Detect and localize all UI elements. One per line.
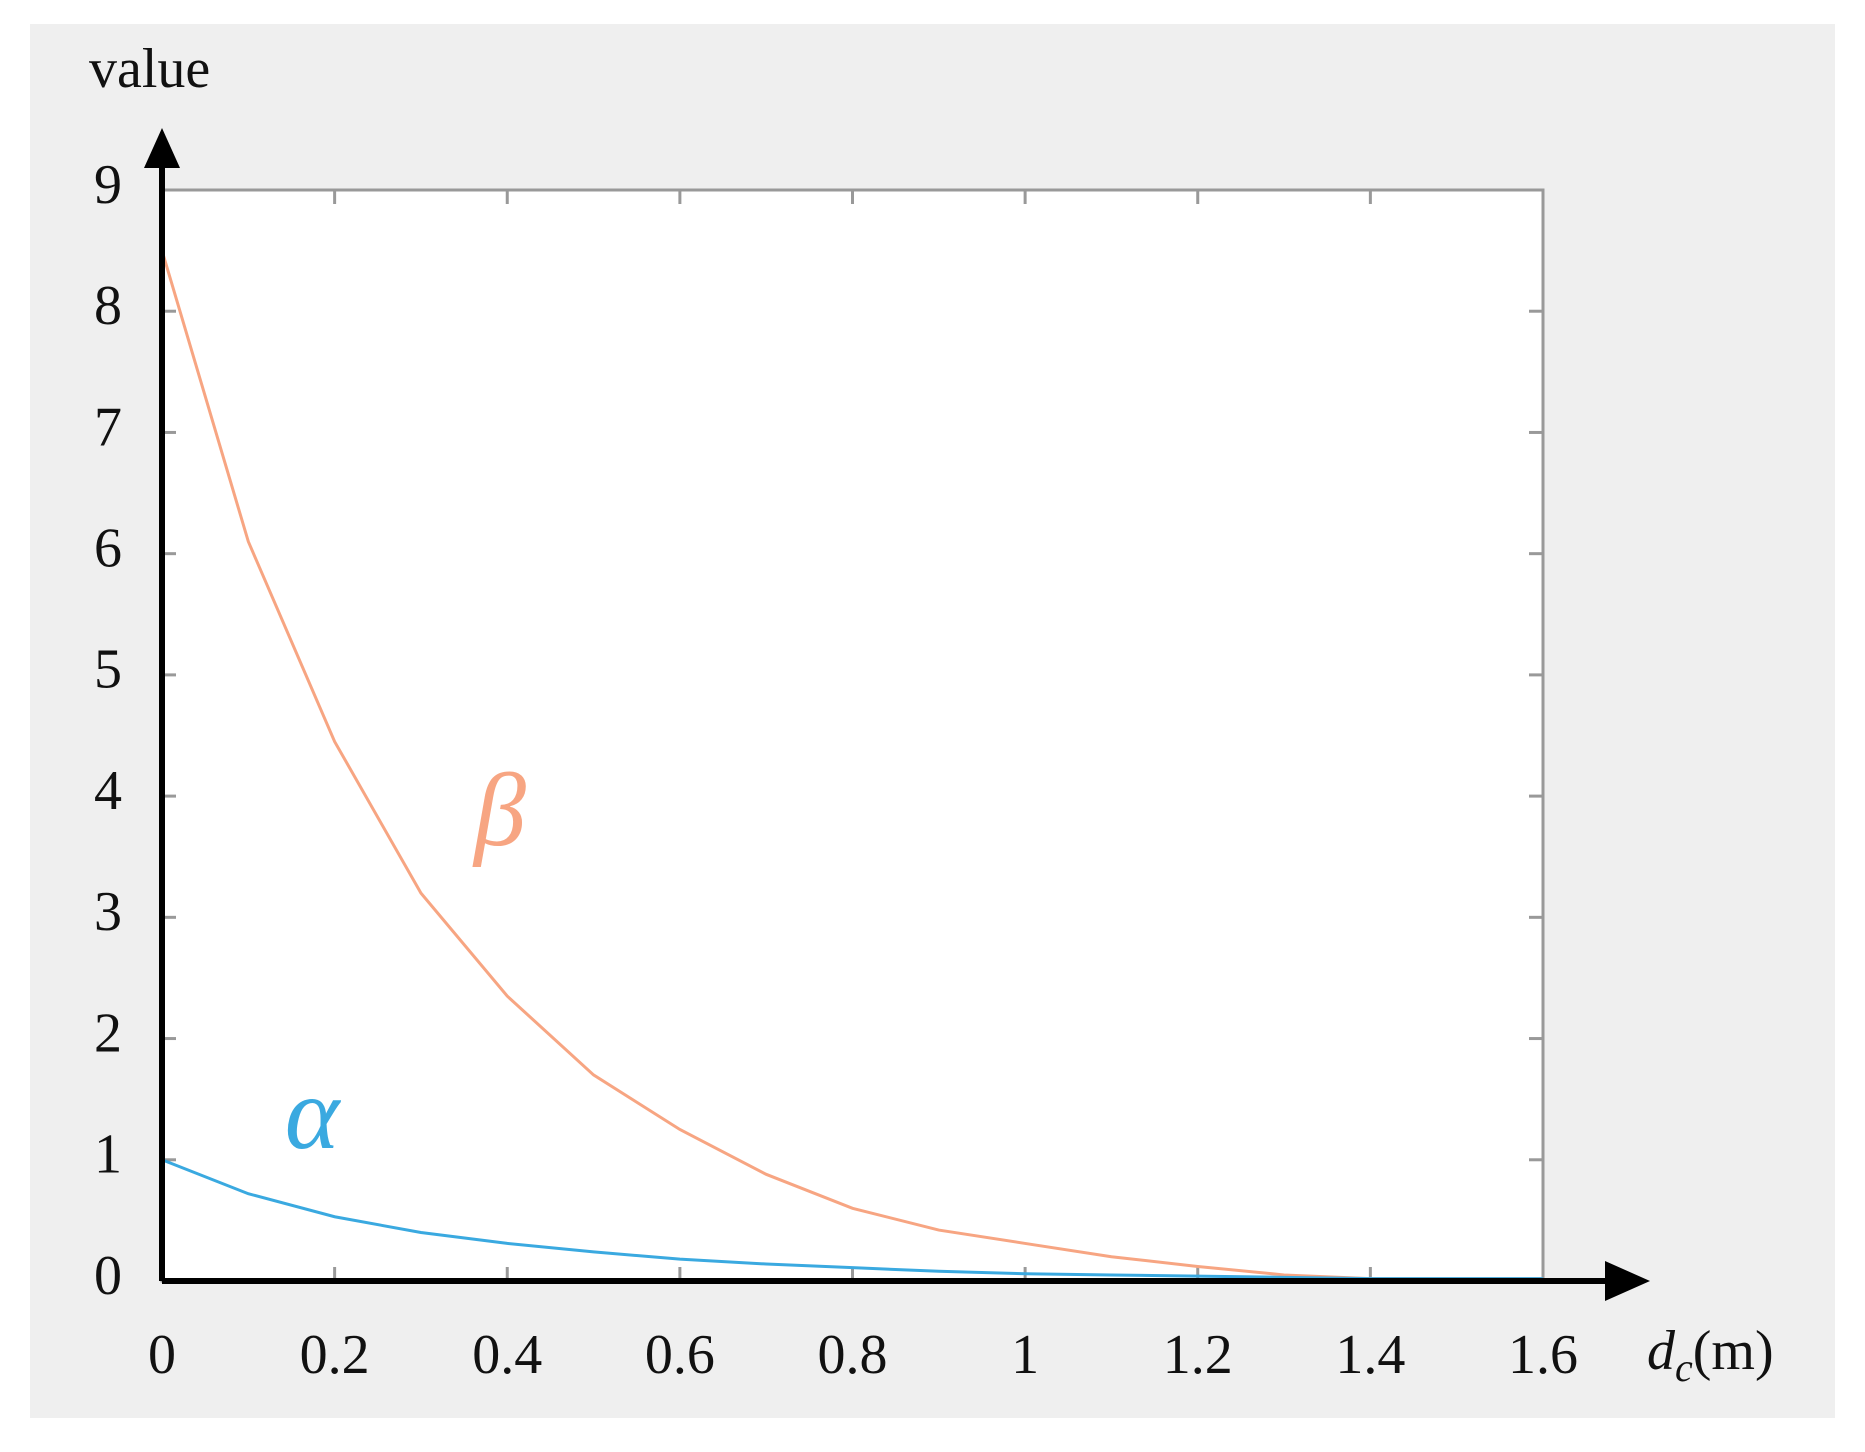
x-label-var: d <box>1647 1320 1676 1382</box>
y-tick-label: 9 <box>94 154 122 216</box>
series-line <box>160 250 1543 1281</box>
y-tick-label: 6 <box>94 518 122 580</box>
x-tick-label: 0.2 <box>300 1324 370 1386</box>
x-axis-label: dc(m) <box>1647 1320 1774 1390</box>
y-tick-label: 1 <box>94 1124 122 1186</box>
x-tick-label: 0.8 <box>818 1324 888 1386</box>
x-label-sub: c <box>1675 1345 1693 1390</box>
series-label: β <box>472 753 526 868</box>
x-tick-label: 0.4 <box>472 1324 542 1386</box>
y-axis-label: value <box>89 38 210 100</box>
series-line <box>161 1158 1543 1281</box>
y-tick-label: 8 <box>94 275 122 337</box>
y-tick-label: 2 <box>94 1002 122 1064</box>
y-tick-label: 5 <box>94 639 122 701</box>
x-tick-label: 0 <box>148 1324 176 1386</box>
y-tick-label: 4 <box>94 760 122 822</box>
series-label: α <box>285 1056 342 1171</box>
y-tick-label: 3 <box>94 881 122 943</box>
x-axis-arrow <box>1605 1261 1650 1301</box>
x-label-unit: (m) <box>1693 1320 1774 1382</box>
y-tick-label: 0 <box>94 1245 122 1307</box>
x-tick-label: 1 <box>1011 1324 1039 1386</box>
y-axis-arrow <box>144 128 180 168</box>
x-tick-label: 1.4 <box>1335 1324 1405 1386</box>
x-tick-label: 0.6 <box>645 1324 715 1386</box>
y-tick-label: 7 <box>94 396 122 458</box>
x-tick-label: 1.6 <box>1508 1324 1578 1386</box>
x-tick-label: 1.2 <box>1163 1324 1233 1386</box>
plot-area <box>160 188 1545 1283</box>
